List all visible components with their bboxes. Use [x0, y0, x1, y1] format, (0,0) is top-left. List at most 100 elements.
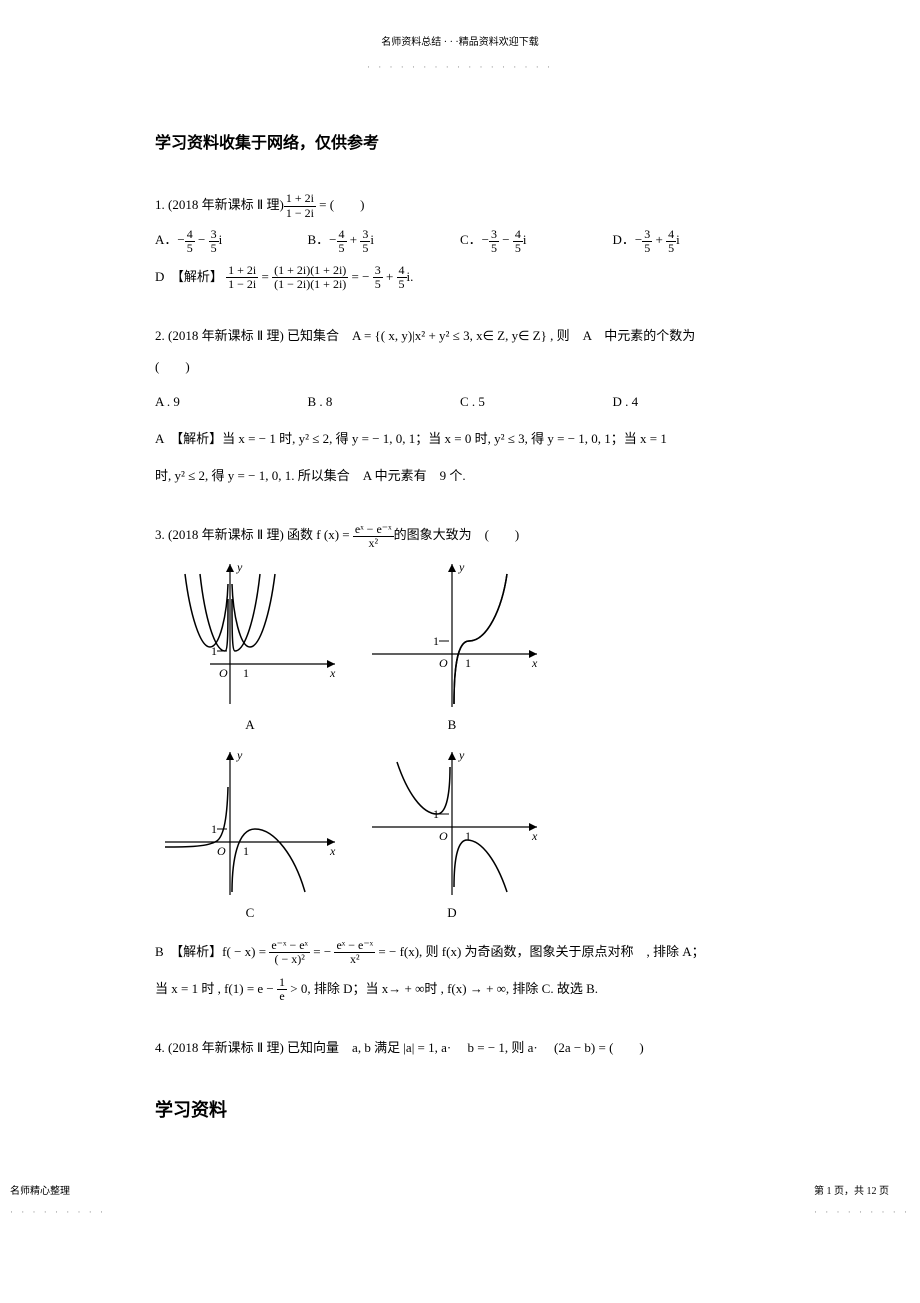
graph-a-label: A	[155, 711, 345, 740]
q3-solution-line1: B 【解析】f( − x) = e⁻ˣ − eˣ( − x)² = − eˣ −…	[155, 936, 765, 967]
q1-b-prefix: B．−	[308, 232, 337, 247]
q1-stem-suffix: = ( )	[316, 197, 365, 212]
q1-option-d: D．−35 + 45i	[613, 226, 766, 255]
graph-d: O 1 1 x y D	[357, 747, 547, 928]
frac-den: e	[277, 990, 287, 1003]
q3-graph-row-1: O 1 1 x y A O	[155, 559, 765, 740]
frac-den: 5	[337, 242, 347, 255]
frac-num: 4	[513, 228, 523, 242]
svg-text:y: y	[458, 748, 465, 762]
graph-c: O 1 1 x y C	[155, 747, 345, 928]
frac-num: 3	[209, 228, 219, 242]
q1-frac-den: 1 − 2i	[284, 207, 316, 220]
q1-stem: 1. (2018 年新课标 Ⅱ 理)1 + 2i1 − 2i = ( )	[155, 189, 765, 220]
header-note: 名师资料总结 · · ·精品资料欢迎下载	[155, 32, 765, 54]
footer-dots-right: · · · · · · · · ·	[814, 1203, 910, 1223]
q2-option-c: C . 5	[460, 388, 613, 417]
frac-num: 3	[373, 264, 383, 278]
frac-den: 5	[185, 242, 195, 255]
question-4: 4. (2018 年新课标 Ⅱ 理) 已知向量 a, b 满足 |a| = 1,…	[155, 1032, 765, 1063]
svg-text:1: 1	[433, 634, 439, 648]
svg-text:1: 1	[243, 844, 249, 858]
graph-b: O 1 1 x y B	[357, 559, 547, 740]
svg-text:1: 1	[211, 822, 217, 836]
frac-num: (1 + 2i)(1 + 2i)	[272, 264, 348, 278]
q4-stem: 4. (2018 年新课标 Ⅱ 理) 已知向量 a, b 满足 |a| = 1,…	[155, 1032, 765, 1063]
frac-den: 5	[397, 278, 407, 291]
frac-den: x²	[353, 537, 394, 550]
q1-options: A．−45 − 35i B．−45 + 35i C．−35 − 45i D．−3…	[155, 226, 765, 255]
q2-option-d: D . 4	[613, 388, 766, 417]
frac-num: eˣ − e⁻ˣ	[353, 523, 394, 537]
frac-num: 4	[397, 264, 407, 278]
svg-text:O: O	[219, 666, 228, 680]
frac-num: 1	[277, 976, 287, 990]
q1-option-b: B．−45 + 35i	[308, 226, 461, 255]
footer-right-block: 第 1 页，共 12 页 · · · · · · · · ·	[814, 1181, 910, 1223]
q3-sol2-prefix: 当 x = 1 时 , f(1) = e −	[155, 981, 277, 996]
svg-text:y: y	[236, 560, 243, 574]
header-dots: · · · · · · · · · · · · · · · · ·	[155, 58, 765, 78]
graph-b-label: B	[357, 711, 547, 740]
q3-stem-suffix: 的图象大致为 ( )	[394, 527, 520, 542]
q2-paren: ( )	[155, 351, 765, 382]
svg-text:y: y	[236, 748, 243, 762]
q3-solution-line2: 当 x = 1 时 , f(1) = e − 1e > 0, 排除 D；当 x→…	[155, 973, 765, 1004]
footer-left: 名师精心整理	[10, 1181, 106, 1203]
footer-dots-left: · · · · · · · · ·	[10, 1203, 106, 1223]
question-1: 1. (2018 年新课标 Ⅱ 理)1 + 2i1 − 2i = ( ) A．−…	[155, 189, 765, 292]
q1-stem-prefix: 1. (2018 年新课标 Ⅱ 理)	[155, 197, 284, 212]
q1-frac-num: 1 + 2i	[284, 192, 316, 206]
q1-c-prefix: C．−	[460, 232, 489, 247]
q3-sol2-suffix: > 0, 排除 D；当 x→ + ∞时 , f(x) → + ∞, 排除 C. …	[287, 981, 598, 996]
frac-num: 3	[360, 228, 370, 242]
svg-text:O: O	[439, 829, 448, 843]
svg-text:x: x	[531, 656, 538, 670]
q3-graph-row-2: O 1 1 x y C O 1 1 x	[155, 747, 765, 928]
q3-stem-prefix: 3. (2018 年新课标 Ⅱ 理) 函数 f (x) =	[155, 527, 353, 542]
frac-den: ( − x)²	[269, 953, 310, 966]
q1-option-a: A．−45 − 35i	[155, 226, 308, 255]
svg-text:y: y	[458, 560, 465, 574]
frac-den: (1 − 2i)(1 + 2i)	[272, 278, 348, 291]
question-3: 3. (2018 年新课标 Ⅱ 理) 函数 f (x) = eˣ − e⁻ˣx²…	[155, 519, 765, 1004]
svg-text:O: O	[217, 844, 226, 858]
frac-den: 5	[209, 242, 219, 255]
page-title: 学习资料收集于网络，仅供参考	[155, 126, 765, 161]
q2-options: A . 9 B . 8 C . 5 D . 4	[155, 388, 765, 417]
frac-den: 5	[360, 242, 370, 255]
q1-sol-label: D 【解析】	[155, 269, 223, 284]
q2-option-a: A . 9	[155, 388, 308, 417]
graph-c-label: C	[155, 899, 345, 928]
svg-text:x: x	[329, 666, 336, 680]
graph-a: O 1 1 x y A	[155, 559, 345, 740]
q2-stem: 2. (2018 年新课标 Ⅱ 理) 已知集合 A = {( x, y)|x² …	[155, 320, 765, 351]
frac-num: 3	[489, 228, 499, 242]
footer-right: 第 1 页，共 12 页	[814, 1181, 910, 1203]
question-2: 2. (2018 年新课标 Ⅱ 理) 已知集合 A = {( x, y)|x² …	[155, 320, 765, 491]
frac-num: 4	[185, 228, 195, 242]
frac-den: 5	[666, 242, 676, 255]
q1-solution: D 【解析】 1 + 2i1 − 2i = (1 + 2i)(1 + 2i)(1…	[155, 261, 765, 292]
q1-sol-text: = −	[348, 269, 369, 284]
frac-num: 4	[337, 228, 347, 242]
frac-den: 5	[513, 242, 523, 255]
q3-stem: 3. (2018 年新课标 Ⅱ 理) 函数 f (x) = eˣ − e⁻ˣx²…	[155, 519, 765, 550]
svg-text:1: 1	[465, 656, 471, 670]
q3-sol-mid1: = −	[310, 944, 334, 959]
q1-a-prefix: A．−	[155, 232, 185, 247]
frac-num: 1 + 2i	[226, 264, 258, 278]
svg-text:x: x	[329, 844, 336, 858]
graph-d-label: D	[357, 899, 547, 928]
frac-num: 4	[666, 228, 676, 242]
frac-den: 5	[489, 242, 499, 255]
frac-den: 5	[373, 278, 383, 291]
q2-solution-line1: A 【解析】当 x = − 1 时, y² ≤ 2, 得 y = − 1, 0,…	[155, 423, 765, 454]
frac-den: x²	[334, 953, 375, 966]
q1-option-c: C．−35 − 45i	[460, 226, 613, 255]
svg-text:1: 1	[243, 666, 249, 680]
q2-option-b: B . 8	[308, 388, 461, 417]
q3-sol-mid2: = − f(x), 则 f(x) 为奇函数，图象关于原点对称 , 排除 A；	[375, 944, 705, 959]
q3-sol-prefix: B 【解析】f( − x) =	[155, 944, 269, 959]
svg-text:x: x	[531, 829, 538, 843]
